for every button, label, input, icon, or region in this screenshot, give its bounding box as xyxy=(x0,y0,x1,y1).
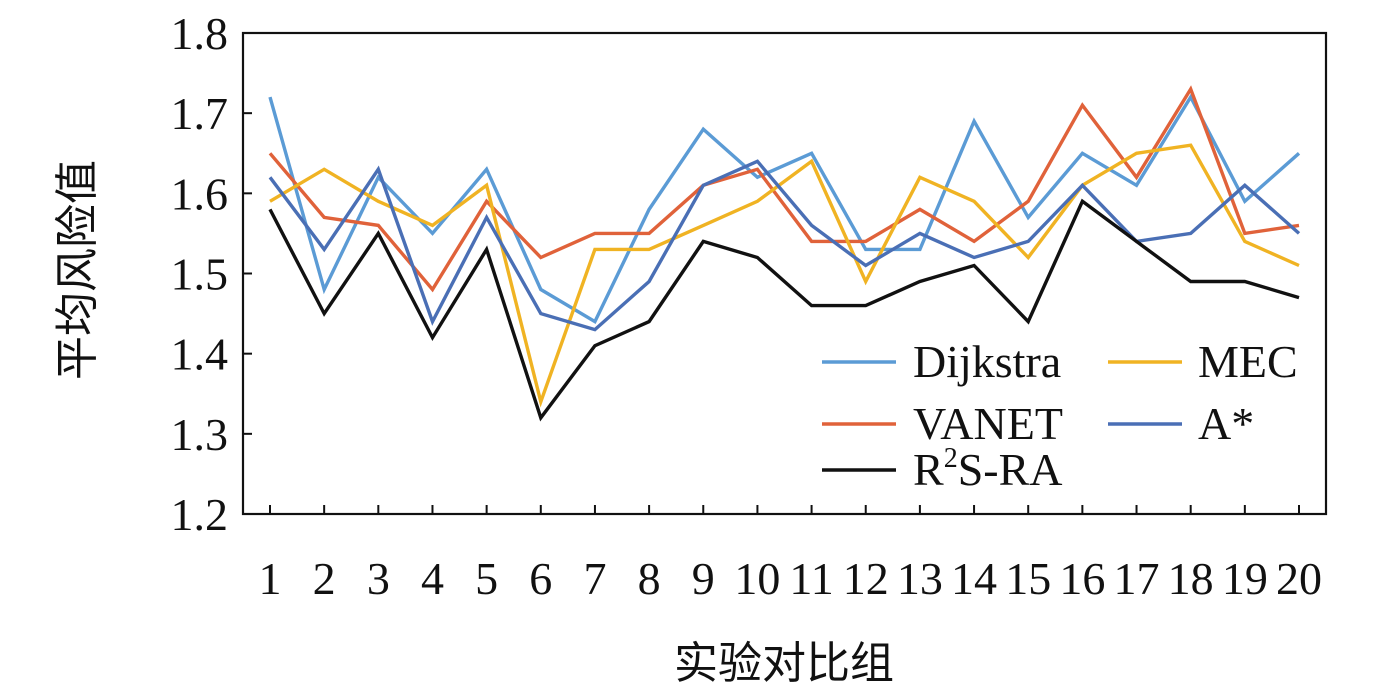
x-tick-label: 14 xyxy=(951,553,997,604)
x-tick-label: 18 xyxy=(1168,553,1214,604)
x-tick-label: 12 xyxy=(843,553,889,604)
series-line-dijkstra xyxy=(268,93,1301,325)
y-tick-label: 1.4 xyxy=(171,329,229,380)
x-tick-label: 8 xyxy=(638,553,661,604)
legend-label-vanet: VANET xyxy=(913,398,1063,449)
legend-label-dijkstra: Dijkstra xyxy=(913,336,1061,387)
x-axis-title: 实验对比组 xyxy=(674,638,894,689)
y-tick-label: 1.5 xyxy=(171,249,229,300)
x-tick-label: 15 xyxy=(1005,553,1051,604)
x-tick-label: 13 xyxy=(897,553,943,604)
legend-label-r2s-ra: R2S-RA xyxy=(913,443,1063,495)
series-line-a- xyxy=(268,159,1301,332)
y-tick-label: 1.8 xyxy=(171,8,229,59)
x-tick-label: 17 xyxy=(1114,553,1160,604)
x-tick-label: 4 xyxy=(421,553,444,604)
x-tick-label: 16 xyxy=(1059,553,1105,604)
legend-label-mec: MEC xyxy=(1198,336,1298,387)
x-tick-label: 20 xyxy=(1276,553,1322,604)
y-tick-label: 1.6 xyxy=(171,168,229,219)
x-tick-label: 9 xyxy=(692,553,715,604)
x-tick-label: 10 xyxy=(734,553,780,604)
legend-label-a-: A* xyxy=(1198,398,1254,449)
x-tick-label: 5 xyxy=(475,553,498,604)
plot-area-frame xyxy=(241,31,1328,516)
x-tick-label: 6 xyxy=(529,553,552,604)
x-tick-label: 11 xyxy=(789,553,833,604)
series-line-r2s-ra xyxy=(268,198,1300,422)
x-tick-label: 3 xyxy=(367,553,390,604)
x-tick-label: 1 xyxy=(259,553,282,604)
series-line-mec xyxy=(269,143,1300,408)
x-tick-label: 19 xyxy=(1222,553,1268,604)
x-tick-label: 2 xyxy=(313,553,336,604)
x-tick-label: 7 xyxy=(583,553,606,604)
series-line-vanet xyxy=(268,85,1300,293)
y-tick-label: 1.7 xyxy=(171,88,229,139)
y-tick-label: 1.3 xyxy=(171,409,229,460)
y-axis-title: 平均风险值 xyxy=(52,160,103,380)
y-tick-label: 1.2 xyxy=(171,489,229,540)
